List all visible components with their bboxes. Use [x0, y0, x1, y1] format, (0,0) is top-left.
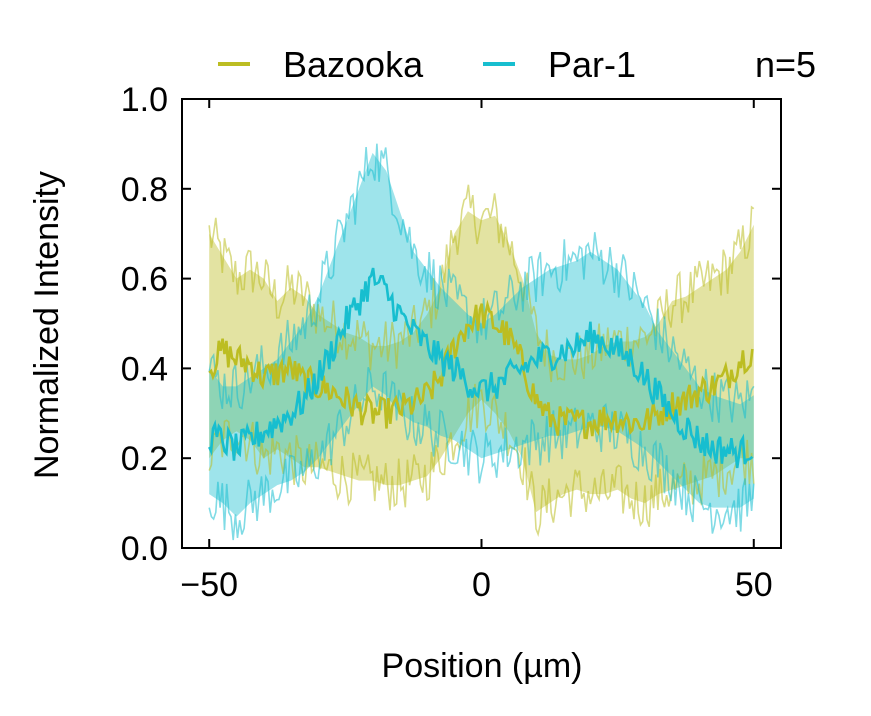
series-trace-lines	[208, 143, 755, 541]
trace-lower-par-1	[208, 367, 755, 541]
sample-size-annotation: n=5	[755, 44, 816, 85]
trace-upper-bazooka	[208, 184, 755, 383]
trace-upper-par-1	[208, 143, 755, 423]
mean-line-bazooka	[208, 299, 754, 440]
x-tick-label: 50	[735, 566, 773, 604]
y-tick-label: 0.4	[121, 350, 168, 388]
y-tick-label: 0.0	[121, 530, 168, 568]
y-tick-label: 0.6	[121, 261, 168, 299]
y-axis-ticks: 0.0 0.2 0.4 0.6 0.8 1.0	[121, 81, 781, 568]
x-tick-label: 0	[472, 566, 491, 604]
y-tick-label: 1.0	[121, 81, 168, 119]
legend: Bazooka Par-1 n=5	[218, 44, 816, 85]
legend-label-par-1: Par-1	[548, 44, 636, 85]
x-tick-label: −50	[180, 566, 238, 604]
y-axis-title: Normalized Intensity	[28, 171, 66, 479]
x-axis-ticks: −50 0 50	[180, 99, 773, 604]
x-axis-title: Position (µm)	[382, 647, 583, 685]
y-tick-label: 0.8	[121, 171, 168, 209]
legend-label-bazooka: Bazooka	[283, 44, 424, 85]
y-tick-label: 0.2	[121, 440, 168, 478]
trace-lower-bazooka	[208, 383, 755, 537]
mean-line-par-1	[208, 267, 754, 469]
series-mean-lines	[208, 267, 754, 469]
